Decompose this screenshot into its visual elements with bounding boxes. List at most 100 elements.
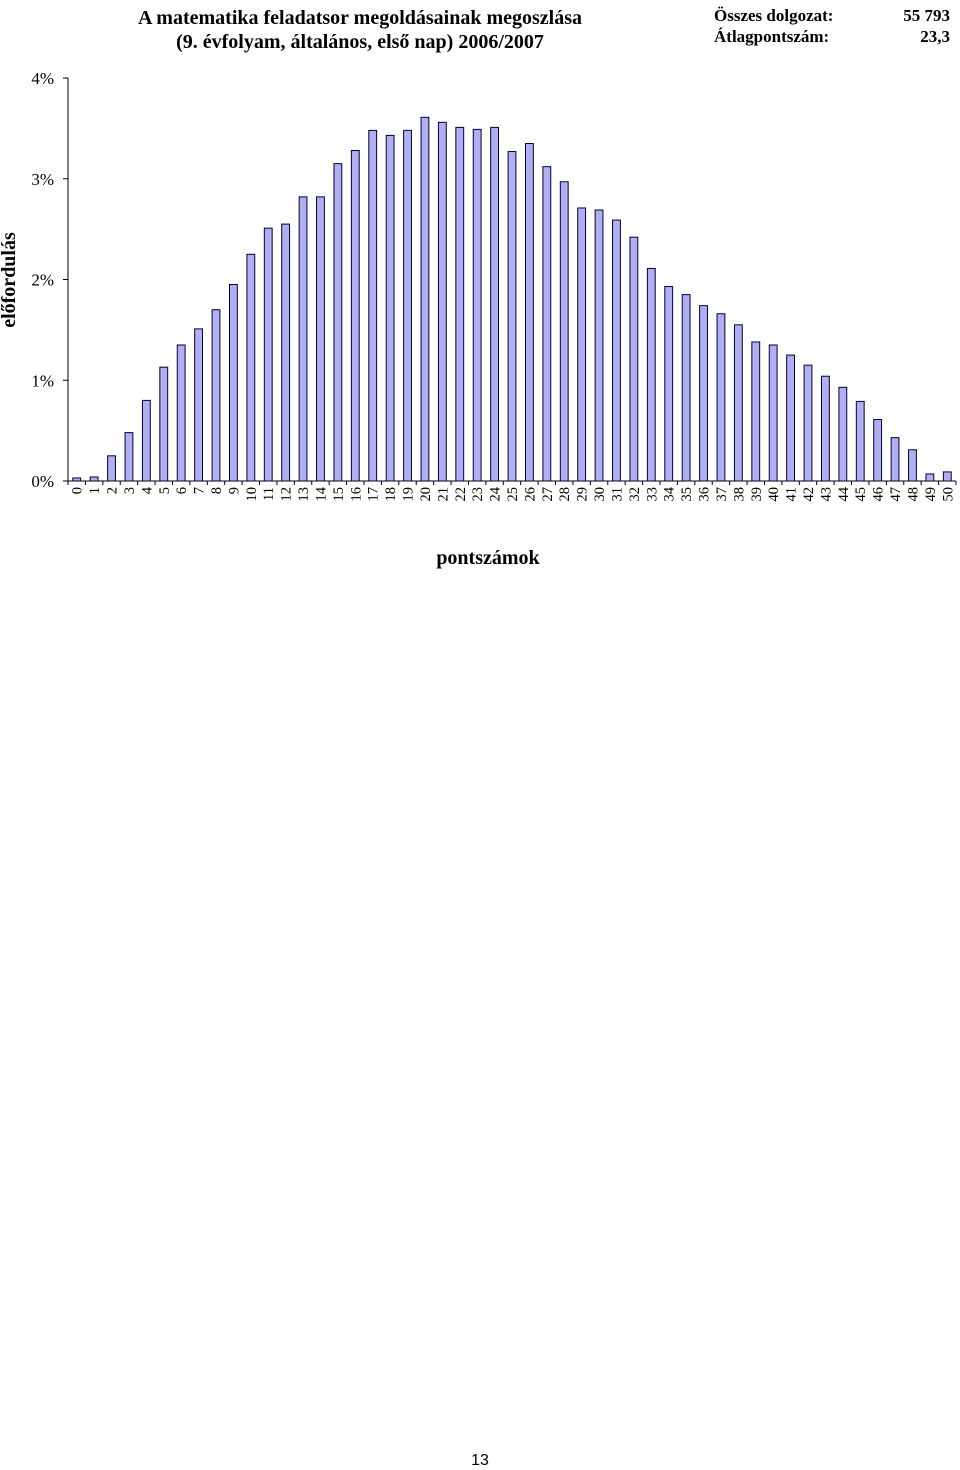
bar (89, 476, 99, 482)
x-tick-label: 46 (871, 487, 887, 502)
x-tick-label: 6 (174, 487, 190, 494)
x-tick-label: 12 (279, 487, 295, 502)
x-tick-label: 10 (244, 487, 260, 502)
x-tick-label: 15 (331, 487, 347, 502)
chart-title-line2: (9. évfolyam, általános, első nap) 2006/… (176, 31, 544, 53)
bar (716, 313, 726, 482)
stats-values: 55 793 23,3 (903, 5, 950, 47)
y-axis-title: előfordulás (0, 232, 20, 328)
x-tick-label: 48 (905, 487, 921, 502)
bar (211, 309, 221, 482)
bar (629, 236, 639, 482)
bar (420, 116, 430, 482)
bar (263, 227, 273, 482)
x-tick-label: 37 (714, 487, 730, 502)
bar (246, 253, 256, 482)
bar (107, 455, 116, 482)
x-tick-label: 24 (488, 486, 504, 501)
x-tick-label: 27 (540, 487, 556, 502)
x-tick-label: 11 (261, 487, 277, 501)
bar (925, 473, 935, 482)
stats-labels: Összes dolgozat: Átlagpontszám: (714, 5, 833, 47)
x-tick-label: 49 (923, 487, 939, 502)
x-tick-label: 13 (296, 487, 312, 502)
x-tick-label: 5 (157, 487, 173, 494)
bar (594, 209, 604, 482)
x-tick-label: 9 (226, 487, 242, 494)
bar (803, 364, 813, 482)
x-tick-label: 16 (348, 487, 364, 502)
x-tick-label: 43 (818, 487, 834, 502)
x-tick-label: 45 (853, 487, 869, 502)
x-tick-label: 17 (366, 487, 382, 502)
x-tick-label: 36 (697, 487, 713, 502)
y-tick-label: 4% (31, 69, 54, 88)
bar (699, 305, 708, 482)
avg-label: Átlagpontszám: (714, 27, 830, 46)
x-tick-label: 32 (627, 487, 643, 502)
bar (873, 419, 883, 482)
x-tick-label: 20 (418, 487, 434, 502)
avg-value: 23,3 (920, 27, 950, 46)
x-tick-label: 21 (435, 487, 451, 502)
bar (838, 386, 848, 482)
chart-title: A matematika feladatsor megoldásainak me… (60, 6, 660, 54)
x-tick-label: 40 (766, 487, 782, 502)
x-tick-label: 7 (192, 487, 208, 494)
x-tick-label: 33 (644, 487, 660, 502)
bar (612, 219, 621, 482)
bar (559, 181, 569, 482)
x-tick-label: 4 (139, 486, 155, 494)
x-tick-label: 26 (522, 487, 538, 502)
bar (490, 126, 500, 482)
bar (646, 267, 656, 482)
x-tick-label: 44 (836, 486, 852, 501)
x-tick-label: 2 (105, 487, 121, 494)
bar (855, 400, 865, 482)
bar (472, 128, 482, 482)
y-tick-label: 0% (31, 472, 54, 491)
bar (159, 366, 169, 482)
bar (316, 196, 325, 482)
x-tick-label: 23 (470, 487, 486, 502)
x-tick-label: 1 (87, 487, 103, 494)
bar (507, 151, 517, 482)
x-tick-label: 29 (575, 487, 591, 502)
y-tick-label: 1% (31, 371, 54, 390)
chart-title-line1: A matematika feladatsor megoldásainak me… (137, 7, 583, 29)
bar (403, 129, 412, 482)
x-tick-label: 39 (749, 487, 765, 502)
bar (72, 477, 82, 482)
bar (820, 375, 830, 482)
x-tick-label: 34 (662, 486, 678, 501)
x-tick-label: 47 (888, 487, 904, 502)
x-tick-label: 50 (940, 487, 956, 502)
bar (124, 432, 134, 482)
x-tick-label: 31 (609, 487, 625, 502)
bar (890, 437, 900, 482)
bar (194, 328, 204, 482)
bar (141, 399, 151, 482)
x-tick-label: 8 (209, 487, 225, 494)
x-tick-label: 14 (313, 486, 329, 501)
bar (733, 324, 743, 482)
bar (350, 150, 360, 482)
x-tick-label: 42 (801, 487, 817, 502)
y-tick-label: 2% (31, 271, 54, 290)
bar (908, 449, 917, 482)
bar (298, 196, 308, 482)
x-tick-label: 35 (679, 487, 695, 502)
y-tick-label: 3% (31, 170, 54, 189)
bar (385, 134, 395, 482)
x-tick-label: 25 (505, 487, 521, 502)
bar (664, 286, 674, 482)
bar (577, 207, 587, 482)
bar (368, 129, 378, 482)
bar (942, 471, 952, 482)
bar (455, 126, 465, 482)
bar-chart: 0%1%2%3%4%0 1 2 3 4 5 6 7 8 9 10 11 12 13 14 15 16 17 18 19… (0, 69, 957, 569)
x-tick-label: 38 (731, 487, 747, 502)
x-tick-label: 3 (122, 487, 138, 494)
bar (681, 294, 691, 482)
total-label: Összes dolgozat: (714, 6, 834, 25)
